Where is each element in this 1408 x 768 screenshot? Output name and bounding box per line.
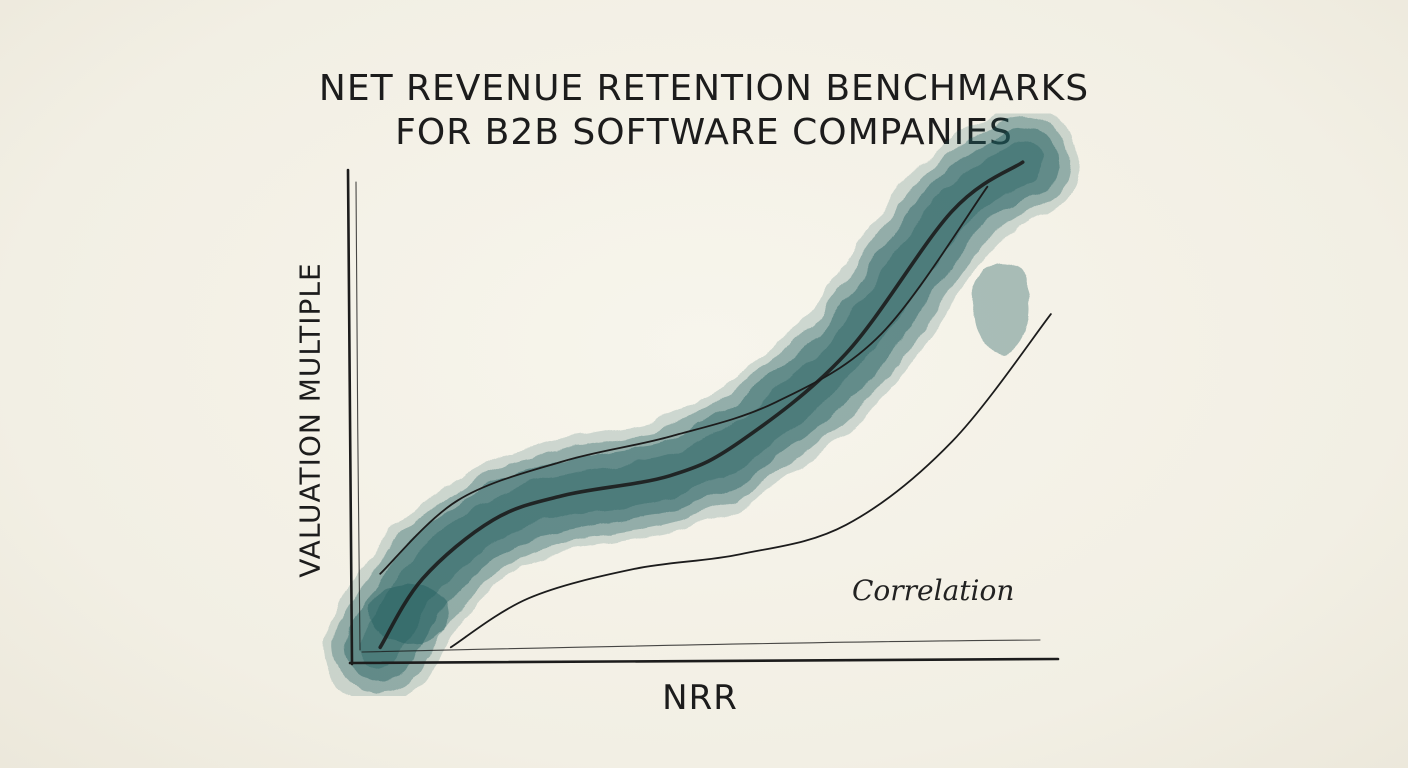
x-axis-label: NRR [662, 678, 738, 718]
upper-bound-line [379, 185, 989, 575]
y-axis-stroke-secondary [355, 181, 361, 651]
x-axis-line [348, 657, 1060, 665]
trend-line [378, 160, 1025, 650]
axes [346, 168, 1060, 666]
watercolor-blot [368, 583, 449, 643]
x-axis-stroke-secondary [361, 639, 1041, 653]
chart-title-line-1: NET REVENUE RETENTION BENCHMARKS [318, 68, 1090, 109]
chart-title-line-2: FOR B2B SOFTWARE COMPANIES [395, 112, 1013, 153]
y-axis-label: VALUATION MULTIPLE [293, 262, 327, 578]
correlation-annotation: Correlation [852, 574, 1015, 607]
curves [378, 160, 1052, 650]
y-axis-line [346, 168, 354, 666]
watercolor-blot [971, 263, 1032, 356]
lower-bound-line [449, 313, 1052, 649]
